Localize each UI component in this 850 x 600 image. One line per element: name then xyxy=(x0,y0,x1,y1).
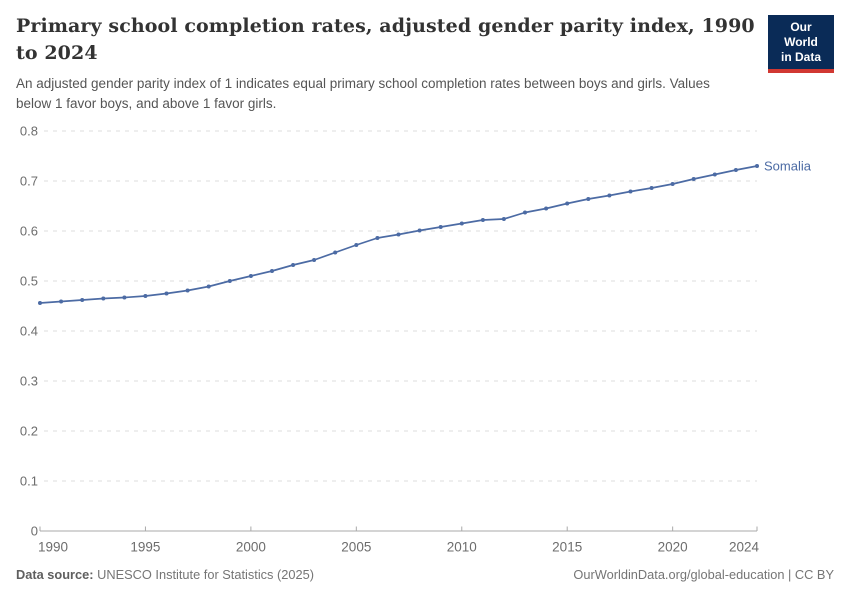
y-axis-tick-label: 0.7 xyxy=(20,174,38,189)
x-axis-tick-label: 2015 xyxy=(552,540,582,555)
chart-footer: Data source: UNESCO Institute for Statis… xyxy=(16,567,834,582)
owid-logo-line1: Our World xyxy=(784,20,818,49)
data-point[interactable] xyxy=(628,189,633,194)
footer-divider: | xyxy=(784,567,795,582)
data-source: Data source: UNESCO Institute for Statis… xyxy=(16,567,314,582)
x-axis-tick-label: 2005 xyxy=(341,540,371,555)
data-point[interactable] xyxy=(459,221,464,226)
data-point[interactable] xyxy=(59,299,64,304)
data-point[interactable] xyxy=(185,288,190,293)
data-point[interactable] xyxy=(375,236,380,240)
data-point[interactable] xyxy=(80,298,85,302)
data-point[interactable] xyxy=(164,291,169,296)
x-axis-tick-label: 2020 xyxy=(658,540,688,555)
data-point[interactable] xyxy=(691,177,696,181)
data-point[interactable] xyxy=(670,182,675,186)
y-axis-tick-label: 0.4 xyxy=(20,324,38,339)
chart-subtitle: An adjusted gender parity index of 1 ind… xyxy=(16,76,710,111)
data-point[interactable] xyxy=(354,243,359,247)
x-axis-tick-label: 1990 xyxy=(38,540,68,555)
data-point[interactable] xyxy=(143,294,148,298)
data-point[interactable] xyxy=(712,172,717,177)
x-axis-tick-label: 2010 xyxy=(447,540,477,555)
license-link[interactable]: CC BY xyxy=(794,567,834,582)
data-point[interactable] xyxy=(480,218,485,222)
data-source-label: Data source: xyxy=(16,567,94,582)
data-point[interactable] xyxy=(101,296,106,301)
data-point[interactable] xyxy=(501,217,506,221)
y-axis-tick-label: 0.8 xyxy=(20,124,38,139)
data-point[interactable] xyxy=(523,210,527,215)
y-axis-tick-label: 0.1 xyxy=(20,474,38,489)
data-point[interactable] xyxy=(607,193,612,198)
data-point[interactable] xyxy=(544,206,549,211)
data-point[interactable] xyxy=(248,274,253,278)
data-point[interactable] xyxy=(122,295,127,300)
data-point[interactable] xyxy=(733,168,738,172)
data-point[interactable] xyxy=(206,284,211,289)
data-point[interactable] xyxy=(227,279,232,283)
x-axis-tick-label: 1995 xyxy=(130,540,160,555)
data-point[interactable] xyxy=(396,232,401,237)
data-point[interactable] xyxy=(755,164,759,168)
y-axis-tick-label: 0.2 xyxy=(20,424,38,439)
series-end-label[interactable]: Somalia xyxy=(764,159,812,174)
owid-url-link[interactable]: OurWorldinData.org/global-education xyxy=(573,567,785,582)
data-point[interactable] xyxy=(312,258,317,262)
data-point[interactable] xyxy=(565,201,570,206)
owid-logo[interactable]: Our World in Data xyxy=(768,15,834,73)
y-axis-tick-label: 0.6 xyxy=(20,224,38,239)
data-point[interactable] xyxy=(333,250,338,255)
data-point[interactable] xyxy=(417,228,422,233)
data-point[interactable] xyxy=(270,269,274,273)
y-axis-tick-label: 0.3 xyxy=(20,374,38,389)
y-axis-tick-label: 0.5 xyxy=(20,274,38,289)
y-axis-tick-label: 0 xyxy=(31,524,38,539)
page-title: Primary school completion rates, adjuste… xyxy=(16,15,755,64)
data-point[interactable] xyxy=(291,263,296,267)
data-source-text: UNESCO Institute for Statistics (2025) xyxy=(97,567,315,582)
footer-credit: OurWorldinData.org/global-education | CC… xyxy=(573,567,834,582)
data-point[interactable] xyxy=(438,225,443,229)
data-point[interactable] xyxy=(586,197,591,201)
data-point[interactable] xyxy=(38,301,42,305)
x-axis-tick-label: 2024 xyxy=(729,540,760,555)
data-point[interactable] xyxy=(649,186,654,190)
owid-logo-line2: in Data xyxy=(780,50,821,64)
x-axis-tick-label: 2000 xyxy=(236,540,266,555)
